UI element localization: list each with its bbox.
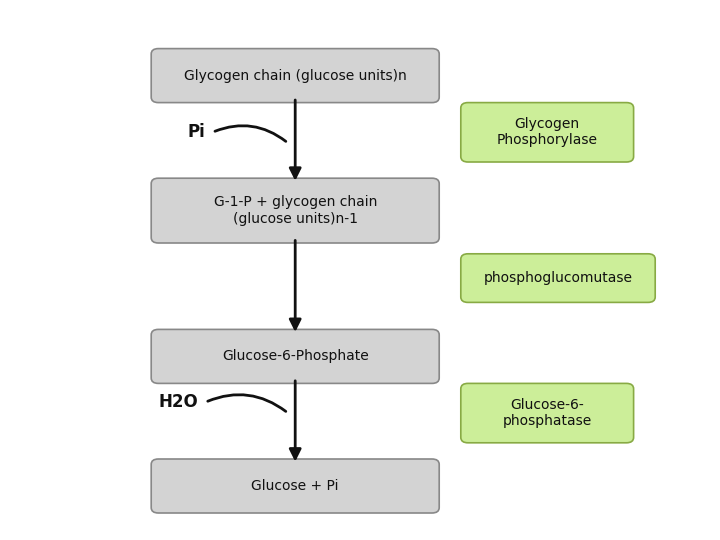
FancyBboxPatch shape <box>461 103 634 162</box>
Text: Glucose-6-
phosphatase: Glucose-6- phosphatase <box>503 398 592 428</box>
Text: Glycogen chain (glucose units)n: Glycogen chain (glucose units)n <box>184 69 407 83</box>
FancyBboxPatch shape <box>151 49 439 103</box>
FancyBboxPatch shape <box>151 178 439 243</box>
Text: G-1-P + glycogen chain
(glucose units)n-1: G-1-P + glycogen chain (glucose units)n-… <box>214 195 377 226</box>
FancyBboxPatch shape <box>461 254 655 302</box>
Text: Glucose-6-Phosphate: Glucose-6-Phosphate <box>222 349 369 363</box>
FancyBboxPatch shape <box>151 459 439 513</box>
Text: Glycogen
Phosphorylase: Glycogen Phosphorylase <box>497 117 598 147</box>
Text: phosphoglucomutase: phosphoglucomutase <box>484 271 632 285</box>
Text: Glucose + Pi: Glucose + Pi <box>251 479 339 493</box>
FancyBboxPatch shape <box>151 329 439 383</box>
Text: H2O: H2O <box>158 393 198 411</box>
FancyBboxPatch shape <box>461 383 634 443</box>
Text: Pi: Pi <box>187 123 205 141</box>
